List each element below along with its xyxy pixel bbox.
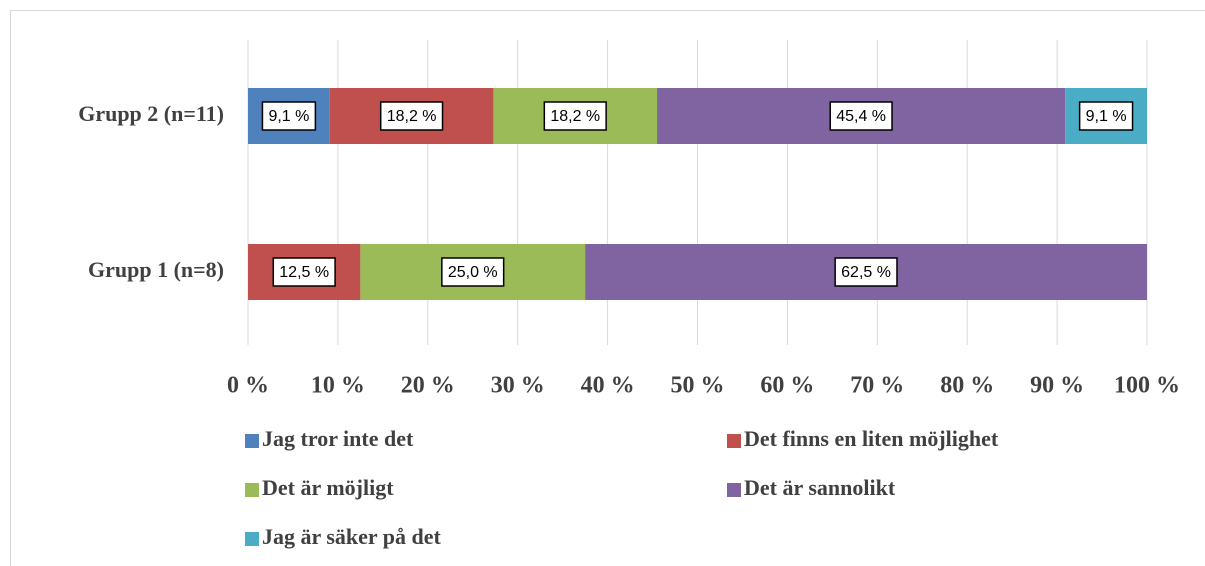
data-label: 45,4 % [836,108,886,125]
data-label: 9,1 % [268,108,309,125]
data-label: 9,1 % [1086,108,1127,125]
chart-border [10,10,1205,566]
data-label: 62,5 % [841,264,891,281]
data-label-box [441,257,505,287]
x-tick-label: 10 % [311,373,365,399]
data-label: 18,2 % [550,108,600,125]
x-tick-label: 90 % [1030,373,1084,399]
data-label-box [1078,101,1134,131]
y-tick-label: Grupp 1 (n=8) [88,257,224,282]
x-tick-label: 20 % [401,373,455,399]
x-tick-label: 0 % [227,373,269,399]
legend-label: Jag är säker på det [262,524,442,549]
data-label-box [834,257,898,287]
x-tick-label: 50 % [671,373,725,399]
y-tick-label: Grupp 2 (n=11) [78,101,224,126]
data-label-box [261,101,317,131]
x-tick-label: 60 % [760,373,814,399]
legend-label: Det är möjligt [262,475,394,500]
data-label: 25,0 % [448,264,498,281]
x-tick-label: 80 % [940,373,994,399]
x-tick-label: 70 % [850,373,904,399]
data-label: 12,5 % [279,264,329,281]
data-label-box [272,257,336,287]
x-tick-label: 40 % [581,373,635,399]
data-label-box [829,101,893,131]
legend-label: Det finns en liten möjlighet [744,426,999,451]
data-label-box [379,101,444,131]
legend-label: Det är sannolikt [744,475,896,500]
legend-swatch [245,532,259,546]
legend-swatch [727,483,741,497]
data-label: 18,2 % [387,108,437,125]
legend-label: Jag tror inte det [262,426,414,451]
legend-swatch [245,434,259,448]
x-tick-label: 30 % [491,373,545,399]
legend-swatch [727,434,741,448]
x-tick-label: 100 % [1114,373,1180,399]
data-label-box [543,101,607,131]
legend-swatch [245,483,259,497]
